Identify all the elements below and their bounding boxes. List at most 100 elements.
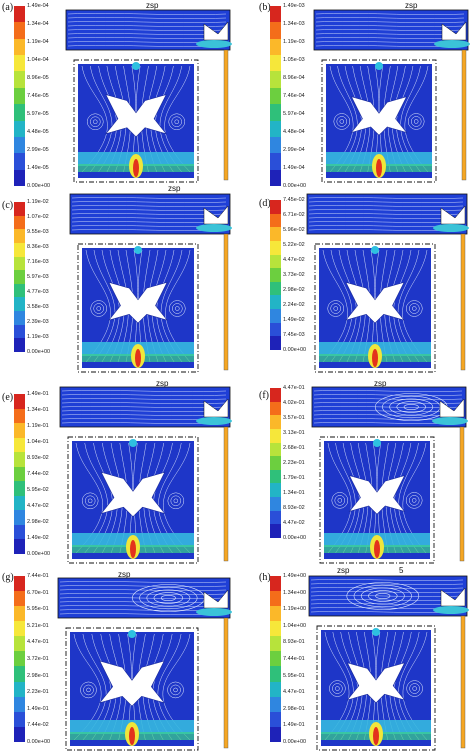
colorbar-segment xyxy=(270,254,281,269)
panel-label: (g) xyxy=(2,572,14,583)
colorbar-segment xyxy=(14,606,25,622)
colorbar-segment xyxy=(270,200,281,214)
colorbar xyxy=(14,202,25,352)
zsp-label: zsp xyxy=(405,1,418,10)
jet-region xyxy=(433,224,469,232)
colorbar-segment xyxy=(14,510,25,525)
colorbar-tick-label: 1.49e-02 xyxy=(283,317,305,323)
inlet xyxy=(129,439,137,447)
streamline xyxy=(310,579,464,581)
colorbar-segment xyxy=(270,428,281,443)
inlet xyxy=(371,246,379,254)
colorbar-tick-label: 1.49e+00 xyxy=(283,573,307,579)
vortex-streamline xyxy=(171,116,182,127)
colorbar-segment xyxy=(14,651,25,667)
obstacle xyxy=(350,96,408,136)
vortex-streamline xyxy=(406,300,423,317)
colorbar-segment xyxy=(270,681,281,697)
vortex-streamline xyxy=(413,119,419,124)
vortex-streamline xyxy=(335,686,340,691)
panel-label: (c) xyxy=(2,200,14,211)
colorbar-tick-label: 4.47e-02 xyxy=(283,257,305,263)
jet-core xyxy=(133,159,139,177)
streamline xyxy=(308,197,464,199)
jet-core xyxy=(372,349,378,367)
colorbar-segment xyxy=(14,524,25,540)
region-number-label: 5 xyxy=(399,566,404,575)
vortex-streamline xyxy=(412,686,417,691)
panel-label: (d) xyxy=(259,198,271,209)
vortex-streamline xyxy=(332,683,343,694)
colorbar-segment xyxy=(14,539,25,554)
colorbar-segment xyxy=(270,711,281,727)
colorbar-segment xyxy=(270,336,281,350)
zsp-label: zsp xyxy=(146,1,159,10)
colorbar-segment xyxy=(14,666,25,682)
colorbar-tick-label: 2.99e-04 xyxy=(283,147,305,153)
colorbar-segment xyxy=(270,213,281,228)
colorbar-tick-label: 1.34e-01 xyxy=(27,407,49,413)
panel-b: (b) zsp 1.49e-03 1.34e-03 1.19e-03 1.05e-03… xyxy=(237,0,474,190)
zsp-label: zsp xyxy=(168,184,181,193)
zsp-label: zsp xyxy=(337,566,350,575)
feed-tube xyxy=(223,426,229,562)
streamline xyxy=(310,583,464,585)
jet-core xyxy=(374,540,380,558)
colorbar-tick-label: 1.49e-05 xyxy=(27,165,49,171)
vortex-streamline xyxy=(410,116,422,127)
feed-tube xyxy=(461,49,467,181)
zsp-label: zsp xyxy=(156,379,169,388)
vortex-streamline xyxy=(167,492,185,510)
colorbar-segment xyxy=(14,215,25,230)
streamline xyxy=(315,17,465,19)
colorbar-segment xyxy=(14,466,25,482)
colorbar-tick-label: 4.47e-01 xyxy=(283,385,305,391)
colorbar-segment xyxy=(270,6,281,23)
colorbar-segment xyxy=(270,120,281,137)
panel-label: (f) xyxy=(259,390,269,401)
colorbar-segment xyxy=(14,297,25,311)
colorbar-segment xyxy=(270,136,281,154)
colorbar-tick-label: 7.45e-02 xyxy=(283,197,305,203)
colorbar-segment xyxy=(270,87,281,105)
colorbar-segment xyxy=(270,415,281,429)
vortex-streamline xyxy=(93,303,104,314)
colorbar-segment xyxy=(14,576,25,592)
panel-label: (h) xyxy=(259,572,271,583)
streamline xyxy=(313,394,463,396)
streamline xyxy=(67,21,227,23)
colorbar-tick-label: 2.98e-02 xyxy=(27,519,49,525)
streamline xyxy=(59,585,227,587)
colorbar-segment xyxy=(14,6,25,23)
colorbar-segment xyxy=(14,153,25,170)
colorbar xyxy=(270,200,281,350)
colorbar-segment xyxy=(270,240,281,255)
jet-core xyxy=(373,727,379,745)
vortex-streamline xyxy=(412,306,417,311)
vortex-streamline xyxy=(168,113,185,130)
feed-tube xyxy=(223,233,229,371)
colorbar-tick-label: 2.23e-01 xyxy=(283,460,305,466)
colorbar-segment xyxy=(14,437,25,453)
colorbar-tick-label: 0.00e+00 xyxy=(27,183,51,189)
colorbar-segment xyxy=(14,636,25,652)
colorbar-segment xyxy=(14,71,25,88)
colorbar-tick-label: 4.48e-04 xyxy=(283,129,305,135)
colorbar-tick-label: 2.68e-01 xyxy=(283,445,305,451)
colorbar-segment xyxy=(270,666,281,682)
colorbar-tick-label: 8.93e-01 xyxy=(283,639,305,646)
colorbar xyxy=(14,6,25,186)
colorbar-segment xyxy=(14,726,25,742)
streamline xyxy=(61,394,227,396)
jet-region xyxy=(196,608,232,616)
vortex-streamline xyxy=(169,300,186,317)
vortex-streamline xyxy=(90,116,101,127)
streamline xyxy=(315,13,465,15)
colorbar-tick-label: 7.46e-04 xyxy=(283,93,305,99)
colorbar-tick-label: 1.05e-03 xyxy=(283,57,305,63)
colorbar-tick-label: 7.44e-02 xyxy=(27,471,49,477)
colorbar-tick-label: 5.95e-01 xyxy=(27,606,49,613)
colorbar-segment xyxy=(14,283,25,298)
colorbar-tick-label: 5.97e-05 xyxy=(27,111,49,117)
streamline xyxy=(71,205,227,207)
